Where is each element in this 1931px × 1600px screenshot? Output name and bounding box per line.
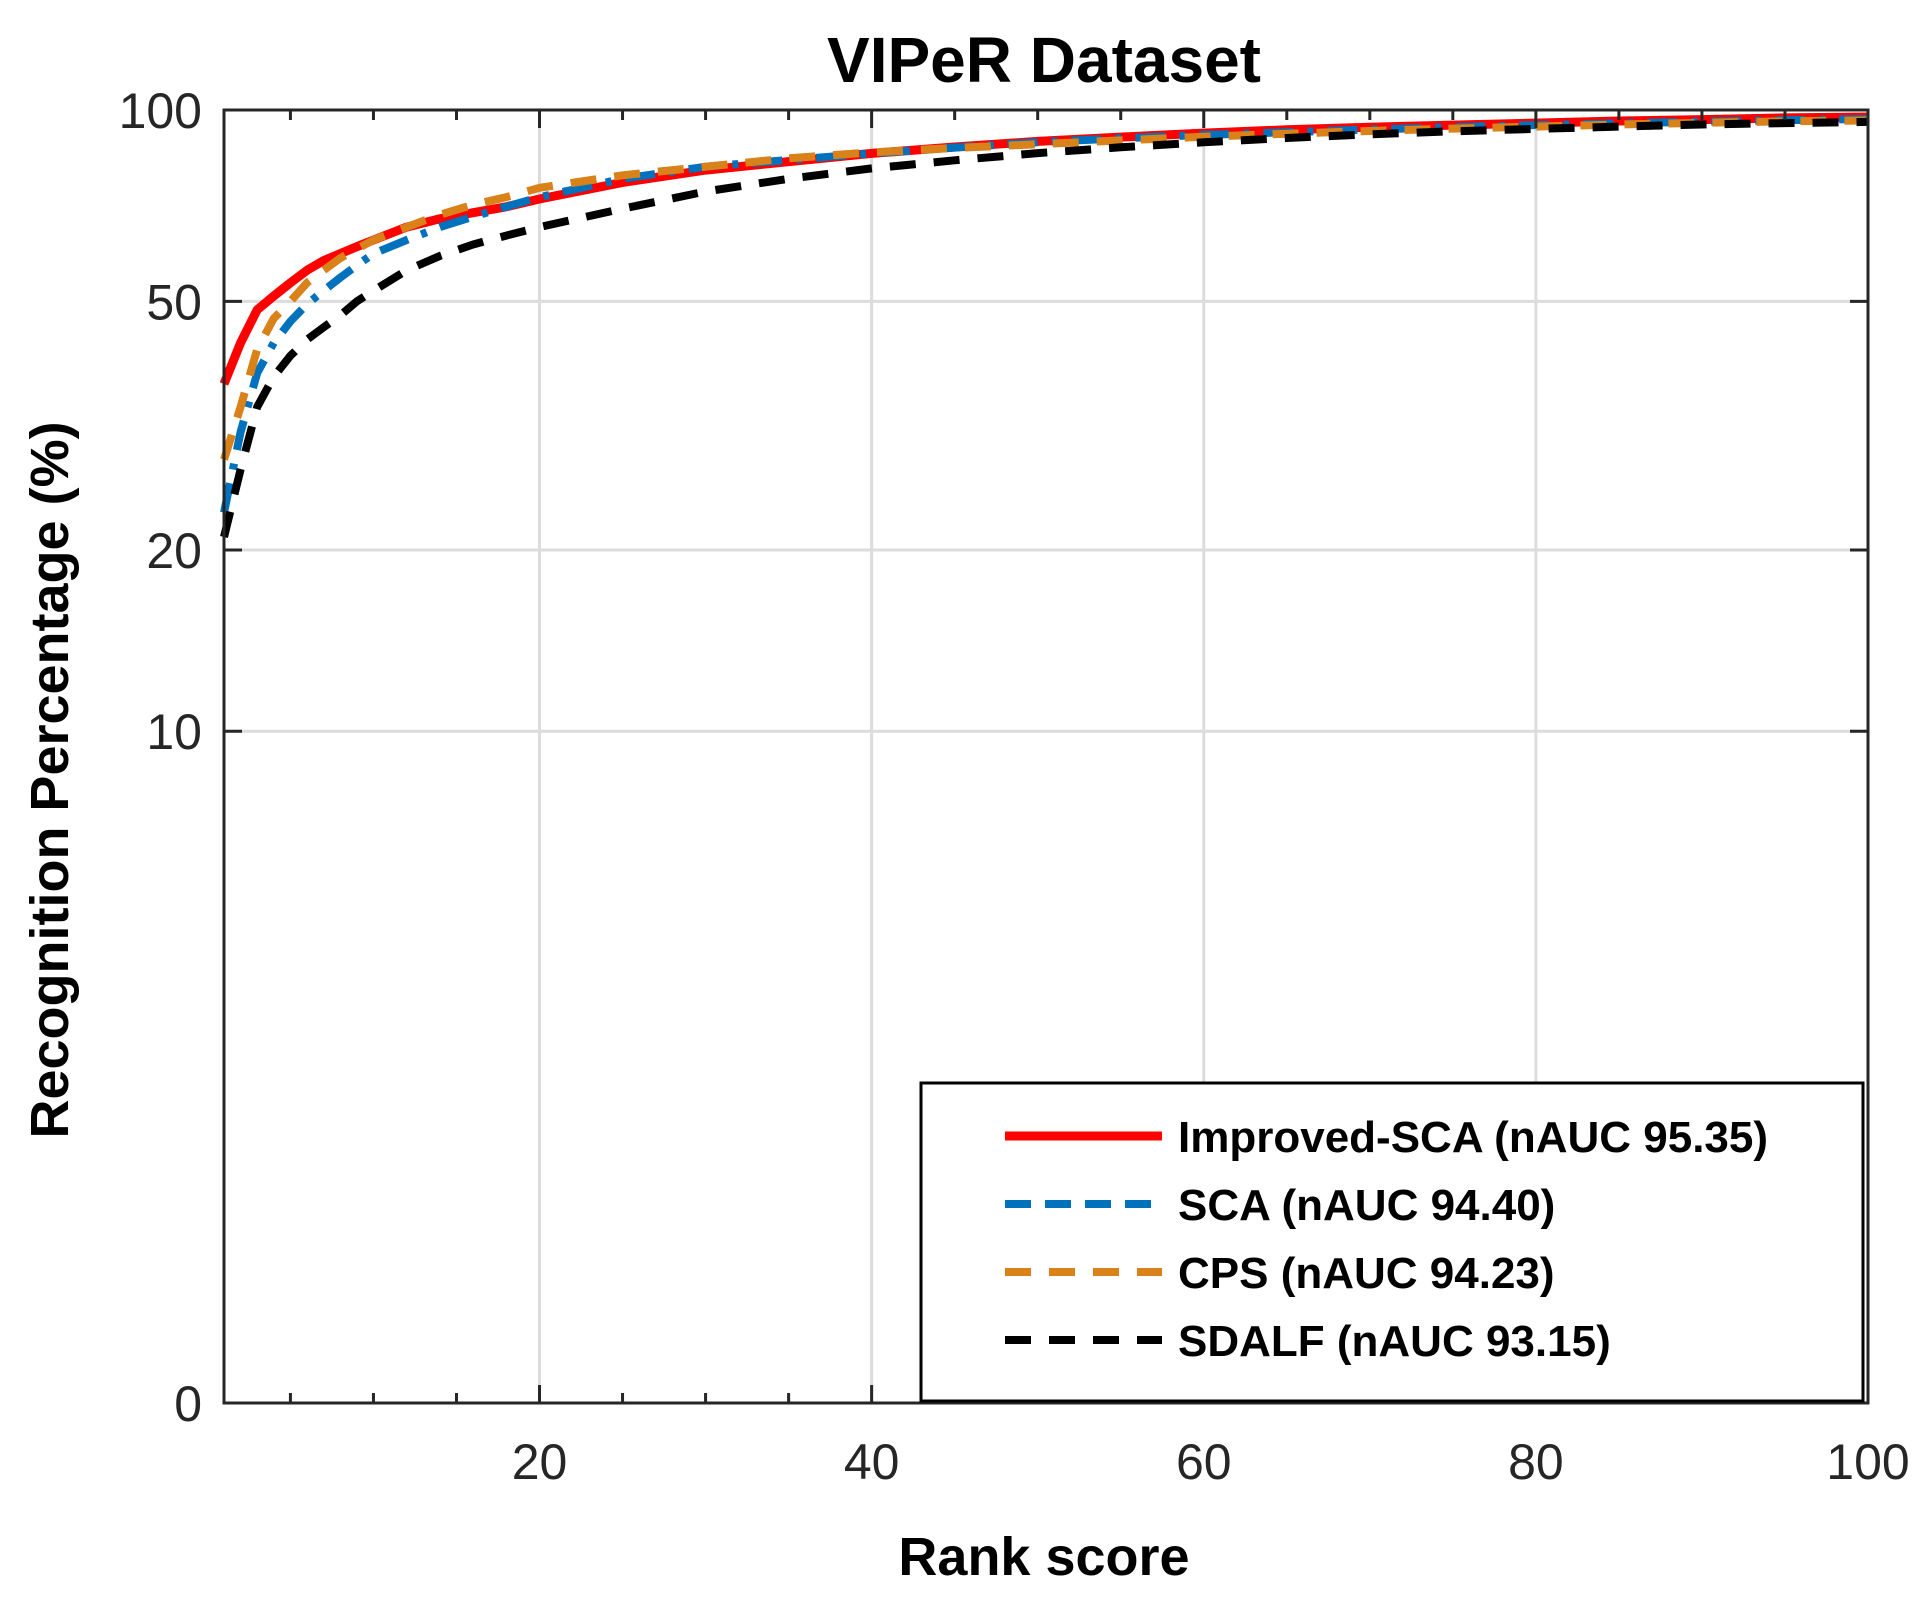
- x-tick-label: 60: [1176, 1434, 1232, 1490]
- y-tick-label: 20: [146, 523, 202, 579]
- x-tick-label: 100: [1826, 1434, 1909, 1490]
- y-tick-label: 100: [119, 83, 202, 139]
- series-lines: [219, 112, 1869, 538]
- y-tick-label: 10: [146, 704, 202, 760]
- x-tick-label: 40: [844, 1434, 900, 1490]
- x-tick-label: 20: [512, 1434, 568, 1490]
- y-axis-label: Recognition Percentage (%): [20, 421, 80, 1138]
- y-tick-label: 50: [146, 274, 202, 330]
- x-tick-label: 80: [1508, 1434, 1564, 1490]
- legend-label-1: Improved-SCA (nAUC 95.35): [1178, 1113, 1768, 1162]
- grid: [224, 110, 1868, 1403]
- tick-labels: 20 40 60 80 100 0 10 20 50 100: [119, 83, 1910, 1490]
- legend-label-4: SDALF (nAUC 93.15): [1178, 1317, 1611, 1366]
- axes-box: [222, 108, 1870, 1405]
- x-axis-label: Rank score: [898, 1527, 1189, 1587]
- legend: Improved-SCA (nAUC 95.35) SCA (nAUC 94.40…: [919, 1081, 1865, 1403]
- chart-title: VIPeR Dataset: [827, 24, 1261, 96]
- legend-label-3: CPS (nAUC 94.23): [1178, 1249, 1555, 1298]
- legend-label-2: SCA (nAUC 94.40): [1178, 1181, 1555, 1230]
- y-tick-label: 0: [174, 1376, 202, 1432]
- series-line-3: [220, 116, 1869, 461]
